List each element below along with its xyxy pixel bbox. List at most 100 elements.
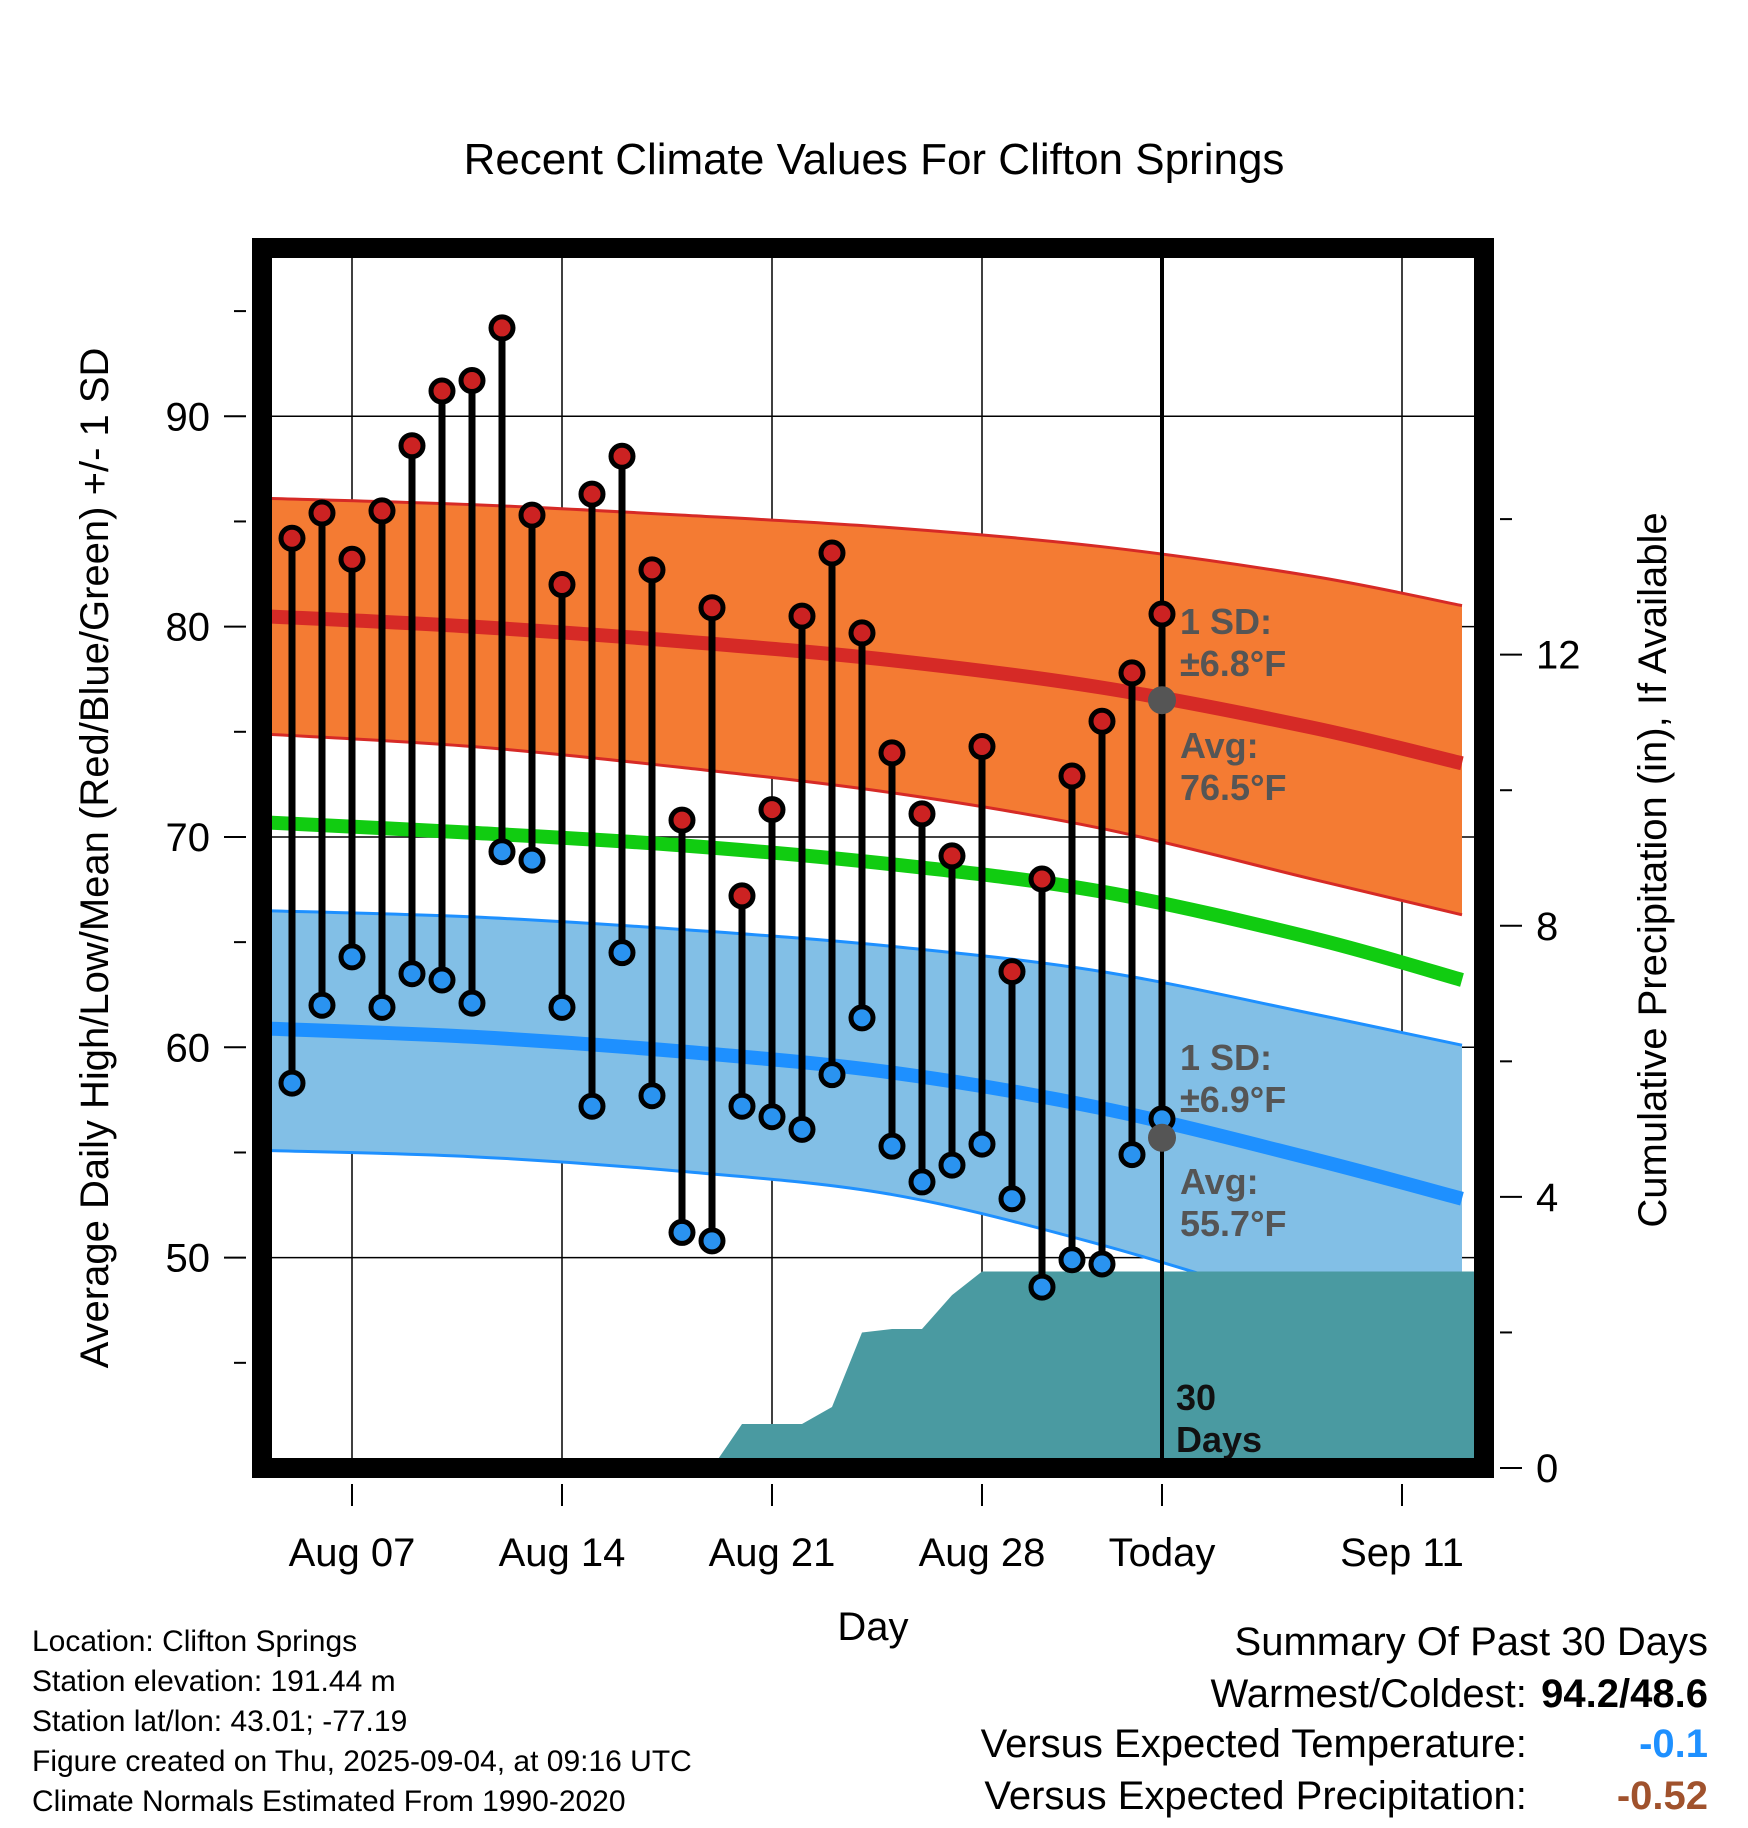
normals-text: Climate Normals Estimated From 1990-2020 xyxy=(32,1785,626,1818)
daily-low-point xyxy=(908,1168,936,1196)
days-count-label: 30 xyxy=(1176,1377,1216,1418)
extremes-value: 94.2/48.6 xyxy=(1541,1672,1708,1716)
daily-high-point xyxy=(278,524,306,552)
daily-low-point xyxy=(398,960,426,988)
low-sd-label: 1 SD: xyxy=(1180,1037,1272,1078)
low-avg-label: Avg: xyxy=(1180,1161,1259,1202)
daily-low-point xyxy=(1118,1141,1146,1169)
days-word-label: Days xyxy=(1176,1419,1262,1460)
summary-heading: Summary Of Past 30 Days xyxy=(1235,1620,1708,1665)
daily-high-point xyxy=(428,377,456,405)
location-text: Location: Clifton Springs xyxy=(32,1625,358,1658)
y-tick-label: 90 xyxy=(166,395,211,439)
low-avg-value: 55.7°F xyxy=(1180,1203,1286,1244)
daily-high-point xyxy=(758,796,786,824)
low-sd-value: ±6.9°F xyxy=(1180,1079,1286,1120)
daily-low-point xyxy=(548,993,576,1021)
temp-label: Versus Expected Temperature: xyxy=(980,1722,1527,1766)
y-tick-label: 70 xyxy=(166,816,211,860)
daily-high-point xyxy=(1088,707,1116,735)
y2-tick-label: 4 xyxy=(1536,1176,1558,1220)
y2-tick-label: 12 xyxy=(1536,634,1581,678)
daily-low-point xyxy=(1088,1250,1116,1278)
daily-low-point xyxy=(518,846,546,874)
daily-high-point xyxy=(368,497,396,525)
daily-high-point xyxy=(1118,659,1146,687)
summary-heading-text: Summary Of Past 30 Days xyxy=(1234,1620,1708,1664)
summary-precipitation: Versus Expected Precipitation: -0.52 xyxy=(984,1774,1708,1819)
extremes-label: Warmest/Coldest: xyxy=(1210,1672,1527,1716)
high-avg-value: 76.5°F xyxy=(1180,767,1286,808)
daily-low-point xyxy=(428,966,456,994)
latlon-text: Station lat/lon: 43.01; -77.19 xyxy=(32,1705,408,1738)
x-tick-label: Sep 11 xyxy=(1340,1531,1464,1575)
daily-high-point xyxy=(998,958,1026,986)
daily-low-point xyxy=(998,1185,1026,1213)
x-tick-label: Aug 07 xyxy=(289,1531,416,1575)
created-text: Figure created on Thu, 2025-09-04, at 09… xyxy=(32,1745,692,1778)
y2-tick-label: 0 xyxy=(1536,1447,1558,1491)
y2-axis-label: Cumulative Precipitation (in), If Availa… xyxy=(1631,512,1675,1227)
daily-high-point xyxy=(548,571,576,599)
y-tick-label: 60 xyxy=(166,1026,211,1070)
daily-high-point xyxy=(668,806,696,834)
daily-low-point xyxy=(488,838,516,866)
daily-low-point xyxy=(458,989,486,1017)
temp-value: -0.1 xyxy=(1639,1722,1708,1766)
daily-high-point xyxy=(878,739,906,767)
daily-low-point xyxy=(368,993,396,1021)
precip-value: -0.52 xyxy=(1616,1774,1708,1818)
daily-high-point xyxy=(968,733,996,761)
daily-high-point xyxy=(818,539,846,567)
x-tick-label: Aug 21 xyxy=(709,1531,836,1575)
daily-high-point xyxy=(638,556,666,584)
y-tick-label: 50 xyxy=(166,1237,211,1281)
daily-low-point xyxy=(938,1151,966,1179)
precip-label: Versus Expected Precipitation: xyxy=(984,1774,1527,1818)
daily-low-point xyxy=(788,1115,816,1143)
daily-low-point xyxy=(638,1082,666,1110)
today-avg-low-marker xyxy=(1148,1123,1176,1152)
daily-high-point xyxy=(398,432,426,460)
x-tick-label: Today xyxy=(1109,1531,1216,1575)
daily-low-point xyxy=(878,1132,906,1160)
daily-high-point xyxy=(458,367,486,395)
daily-low-point xyxy=(758,1103,786,1131)
today-avg-high-marker xyxy=(1148,686,1176,715)
chart-title: Recent Climate Values For Clifton Spring… xyxy=(464,135,1285,184)
daily-high-point xyxy=(308,499,336,527)
high-sd-label: 1 SD: xyxy=(1180,601,1272,642)
daily-high-point xyxy=(578,480,606,508)
elevation-text: Station elevation: 191.44 m xyxy=(32,1665,396,1698)
daily-high-point xyxy=(608,442,636,470)
daily-low-point xyxy=(1028,1273,1056,1301)
y2-tick-label: 8 xyxy=(1536,905,1558,949)
daily-low-point xyxy=(278,1069,306,1097)
daily-high-point xyxy=(1148,600,1176,628)
daily-low-point xyxy=(338,943,366,971)
summary-extremes: Warmest/Coldest: 94.2/48.6 xyxy=(1211,1672,1709,1717)
x-tick-label: Aug 14 xyxy=(499,1531,626,1575)
daily-high-point xyxy=(1058,762,1086,790)
daily-low-point xyxy=(818,1061,846,1089)
precip-area xyxy=(682,1271,1484,1468)
daily-low-point xyxy=(308,991,336,1019)
daily-high-point xyxy=(1028,865,1056,893)
y-tick-label: 80 xyxy=(166,606,211,650)
daily-low-point xyxy=(968,1130,996,1158)
daily-low-point xyxy=(698,1227,726,1255)
x-tick-label: Aug 28 xyxy=(919,1531,1046,1575)
daily-high-point xyxy=(938,842,966,870)
daily-low-point xyxy=(578,1092,606,1120)
high-sd-value: ±6.8°F xyxy=(1180,643,1286,684)
daily-low-point xyxy=(1058,1246,1086,1274)
daily-low-point xyxy=(668,1218,696,1246)
daily-high-point xyxy=(848,619,876,647)
daily-low-point xyxy=(608,939,636,967)
high-avg-label: Avg: xyxy=(1180,725,1259,766)
daily-high-point xyxy=(698,594,726,622)
daily-low-point xyxy=(728,1092,756,1120)
daily-low-point xyxy=(848,1004,876,1032)
daily-high-point xyxy=(488,314,516,342)
